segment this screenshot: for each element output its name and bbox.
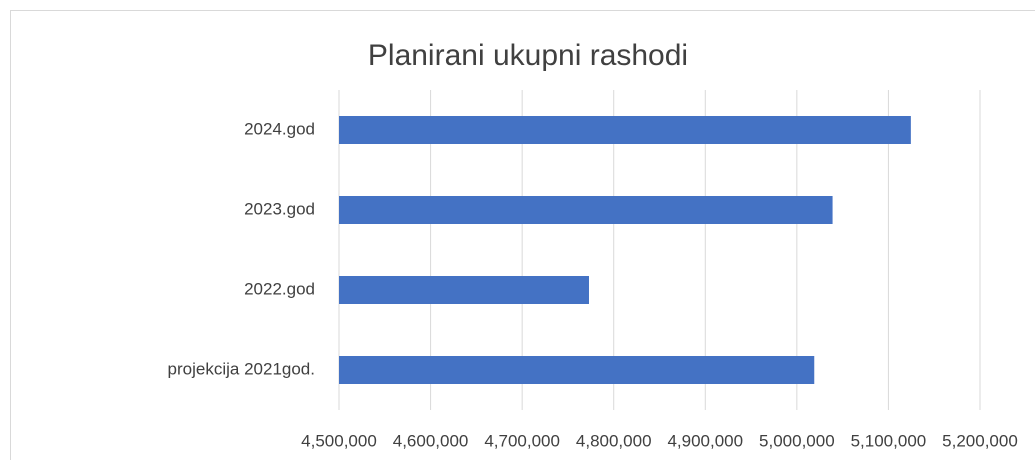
y-tick-label: 2023.god — [244, 199, 315, 218]
y-tick-label: 2024.god — [244, 119, 315, 138]
bar — [339, 356, 815, 384]
x-tick-label: 5,000,000 — [759, 431, 835, 450]
x-tick-label: 5,200,000 — [942, 431, 1018, 450]
bar — [339, 196, 833, 224]
x-tick-label: 4,800,000 — [576, 431, 652, 450]
bar — [339, 276, 589, 304]
x-tick-label: 5,100,000 — [851, 431, 927, 450]
x-tick-label: 4,500,000 — [301, 431, 377, 450]
x-tick-label: 4,700,000 — [484, 431, 560, 450]
y-tick-label: 2022.god — [244, 279, 315, 298]
chart-title: Planirani ukupni rashodi — [368, 39, 688, 72]
x-tick-label: 4,900,000 — [667, 431, 743, 450]
chart-border — [10, 10, 1035, 460]
x-tick-label: 4,600,000 — [393, 431, 469, 450]
y-tick-label: projekcija 2021god. — [168, 359, 315, 378]
bar — [339, 116, 911, 144]
